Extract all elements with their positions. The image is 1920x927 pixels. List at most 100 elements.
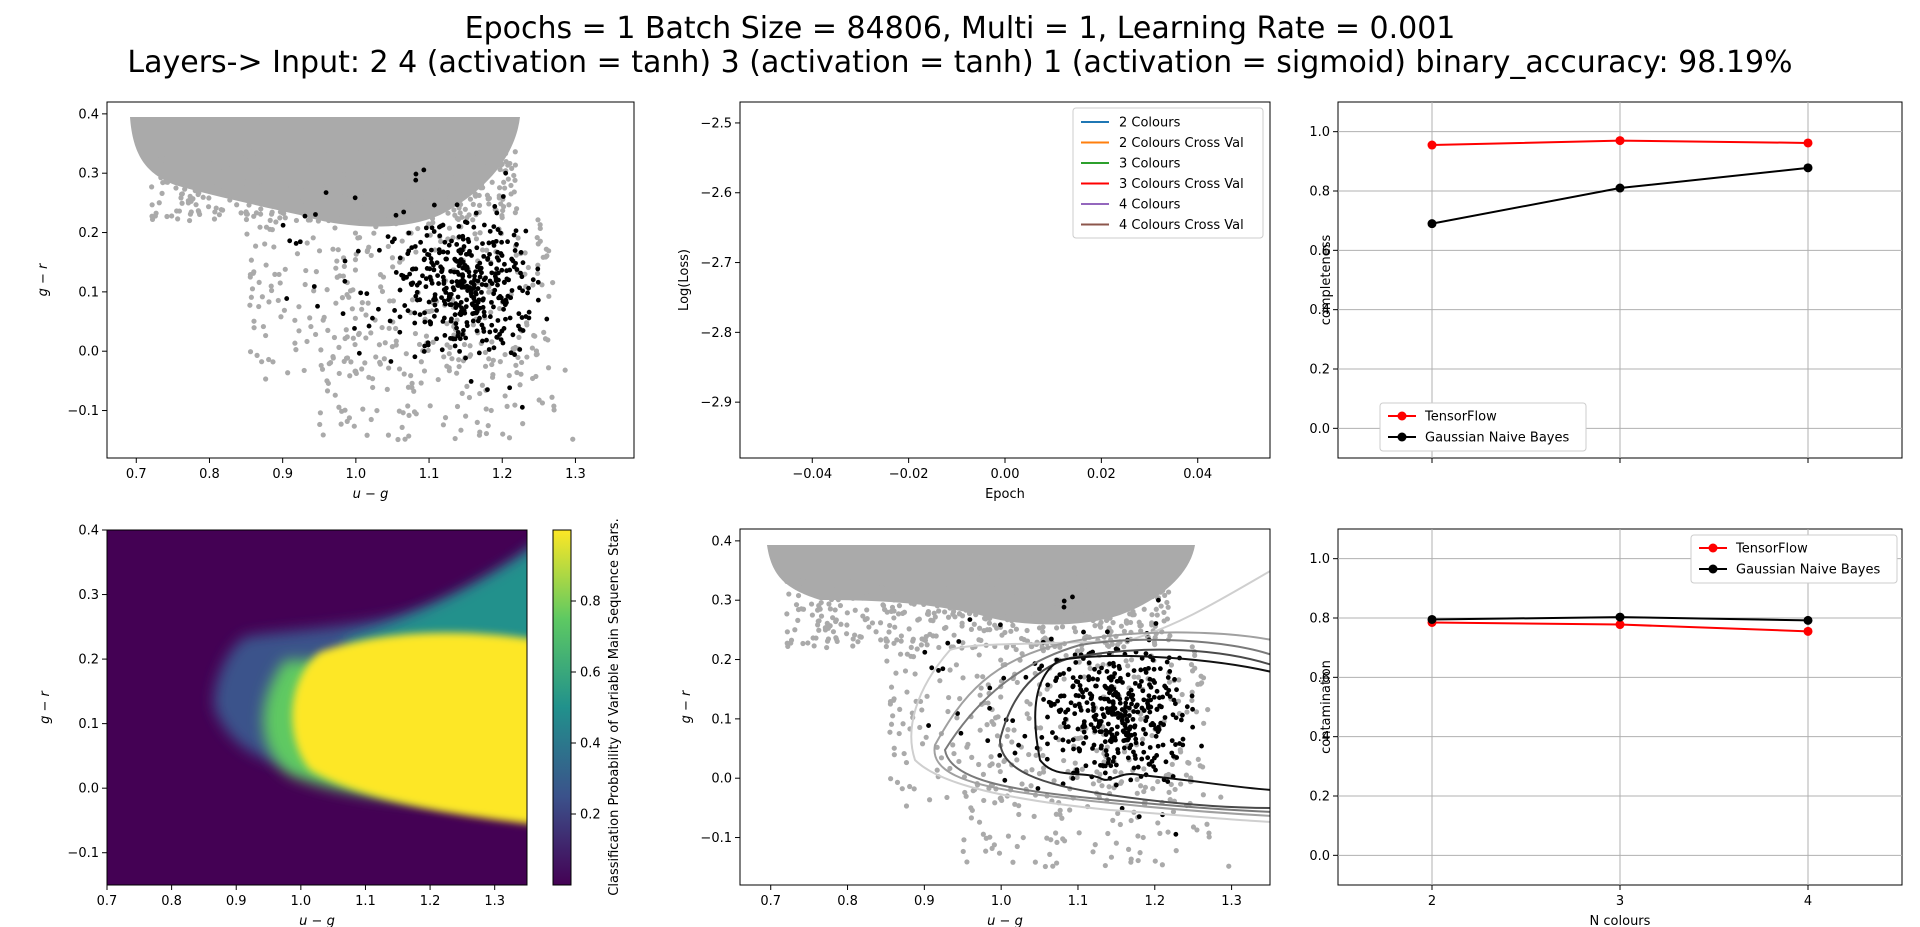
- black-point: [1081, 740, 1086, 746]
- black-point: [431, 262, 436, 268]
- grey-point: [423, 333, 430, 339]
- y-tick-label: −2.8: [700, 326, 732, 341]
- grey-point: [1051, 778, 1057, 784]
- black-point: [1098, 745, 1104, 751]
- black-point: [452, 343, 458, 349]
- black-point: [489, 270, 495, 276]
- grey-point: [1055, 586, 1061, 592]
- grey-point: [960, 848, 966, 855]
- black-point: [1058, 707, 1064, 713]
- grey-point: [978, 685, 984, 691]
- grey-point: [1001, 587, 1007, 594]
- grey-point: [498, 201, 504, 207]
- black-point: [1165, 779, 1171, 784]
- grey-point: [451, 153, 457, 159]
- grey-point: [980, 771, 987, 777]
- black-point: [449, 302, 454, 308]
- grey-point: [1079, 647, 1085, 653]
- black-point: [1143, 670, 1149, 675]
- grey-point: [254, 352, 260, 358]
- grey-point: [188, 209, 194, 215]
- data-point: [1803, 138, 1813, 148]
- grey-point: [329, 182, 335, 188]
- grey-point: [1088, 605, 1094, 611]
- black-point: [397, 255, 403, 261]
- black-point: [470, 318, 476, 324]
- x-axis-label: u − g: [299, 914, 335, 927]
- grey-point: [1026, 751, 1032, 758]
- heatmap-panel: 0.7 0.8 0.9 1.0 1.1 1.2 1.3−0.10.00.10.20.30.4…: [38, 518, 622, 927]
- grey-point: [844, 622, 850, 628]
- grey-point: [248, 257, 254, 263]
- grey-point: [1109, 601, 1115, 607]
- y-tick-label: 0.0: [711, 772, 732, 787]
- grey-point: [488, 407, 494, 414]
- black-point: [1012, 750, 1018, 756]
- grey-point: [1178, 781, 1184, 787]
- black-point: [410, 280, 416, 286]
- grey-point: [967, 585, 974, 591]
- grey-point: [991, 721, 997, 727]
- grey-point: [251, 318, 257, 324]
- grey-point: [1055, 605, 1062, 611]
- black-point: [488, 261, 494, 267]
- black-point: [431, 267, 437, 273]
- grey-point: [1204, 821, 1210, 827]
- grey-point: [866, 624, 872, 630]
- black-point: [431, 313, 437, 319]
- grey-point: [454, 403, 461, 410]
- grey-point: [244, 231, 250, 237]
- grey-point: [964, 744, 970, 750]
- x-tick-label: 0.7: [126, 467, 147, 482]
- y-tick-label: 0.4: [1309, 730, 1330, 745]
- black-point: [1132, 724, 1137, 730]
- grey-point: [1138, 783, 1144, 789]
- grey-point: [511, 172, 517, 179]
- grey-point: [784, 640, 790, 646]
- y-tick-label: 0.8: [1309, 612, 1330, 627]
- grey-point: [489, 179, 495, 185]
- black-point: [1102, 696, 1107, 702]
- grey-point: [456, 357, 462, 363]
- grey-point: [936, 578, 942, 584]
- grey-point: [296, 328, 302, 334]
- grey-point: [897, 651, 904, 657]
- grey-point: [178, 195, 184, 201]
- black-point: [428, 256, 434, 261]
- grey-point: [795, 578, 801, 584]
- grey-point: [1008, 628, 1014, 634]
- grey-point: [818, 592, 824, 598]
- grey-point: [1081, 583, 1087, 590]
- grey-point: [1053, 830, 1059, 836]
- black-point: [1045, 741, 1050, 747]
- black-point: [397, 287, 403, 293]
- black-point: [474, 309, 480, 314]
- black-point: [1093, 712, 1099, 718]
- y-tick-label: −0.1: [67, 404, 99, 419]
- grey-point: [959, 620, 965, 626]
- black-point: [1141, 697, 1147, 703]
- grey-point: [254, 164, 260, 171]
- grey-point: [1009, 739, 1015, 745]
- grey-point: [800, 606, 807, 612]
- black-point: [1169, 738, 1175, 744]
- black-point: [480, 241, 485, 247]
- grey-point: [1017, 617, 1023, 623]
- black-point: [956, 639, 962, 644]
- black-point: [1035, 786, 1041, 791]
- grey-point: [430, 339, 436, 345]
- grey-point: [362, 360, 368, 366]
- black-point: [1099, 665, 1104, 671]
- black-point: [498, 230, 503, 236]
- grey-point: [829, 583, 835, 589]
- grey-point: [1118, 779, 1125, 785]
- grey-point: [455, 186, 461, 192]
- grey-point: [978, 637, 984, 643]
- black-point: [1199, 743, 1204, 749]
- grey-point: [234, 156, 240, 162]
- black-point: [1128, 777, 1134, 783]
- grey-point: [368, 330, 374, 336]
- grey-point: [324, 378, 330, 384]
- y-tick-label: 0.2: [78, 226, 99, 241]
